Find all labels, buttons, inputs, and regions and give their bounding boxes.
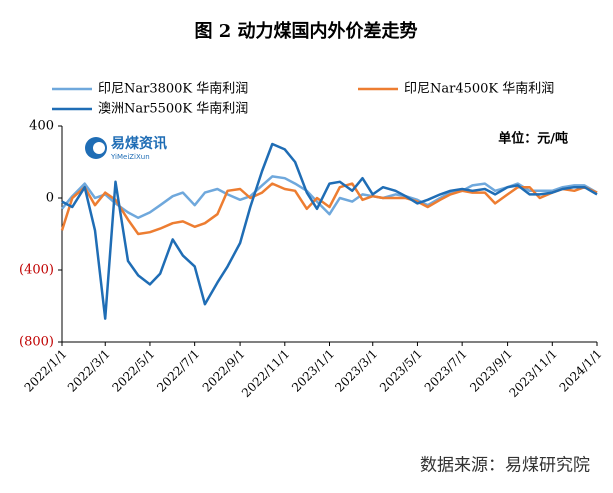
logo-name: 易煤资讯 (111, 135, 167, 152)
legend-label: 印尼Nar4500K 华南利润 (404, 81, 554, 97)
logo: 易煤资讯 YiMeiZiXun (85, 135, 167, 161)
series-line (61, 142, 598, 320)
legend-label: 印尼Nar3800K 华南利润 (98, 81, 248, 97)
x-tick-label: 2023/7/1 (422, 347, 470, 395)
x-tick-label: 2024/1/1 (557, 347, 605, 395)
logo-subname: YiMeiZiXun (110, 153, 150, 161)
x-tick-label: 2023/5/1 (377, 347, 425, 395)
x-tick-label: 2022/11/1 (239, 347, 292, 400)
x-tick-label: 2022/5/1 (110, 347, 158, 395)
x-tick-label: 2022/3/1 (65, 347, 113, 395)
y-tick-label: (800) (19, 335, 54, 350)
unit-label: 单位：元/吨 (498, 131, 568, 147)
x-tick-label: 2023/11/1 (506, 347, 559, 400)
y-tick-label: 400 (29, 119, 54, 134)
x-tick-label: 2023/1/1 (289, 347, 337, 395)
x-tick-label: 2022/7/1 (154, 347, 202, 395)
chart-title: 图 2 动力煤国内外价差走势 (194, 20, 417, 42)
x-tick-label: 2022/1/1 (22, 347, 70, 395)
x-tick-label: 2023/3/1 (332, 347, 380, 395)
source-note: 数据来源：易煤研究院 (420, 456, 590, 476)
y-tick-label: (400) (19, 263, 54, 278)
series-line (60, 182, 598, 236)
logo-icon-inner (93, 142, 105, 154)
y-tick-label: 0 (46, 191, 54, 206)
legend-label: 澳洲Nar5500K 华南利润 (98, 101, 248, 117)
